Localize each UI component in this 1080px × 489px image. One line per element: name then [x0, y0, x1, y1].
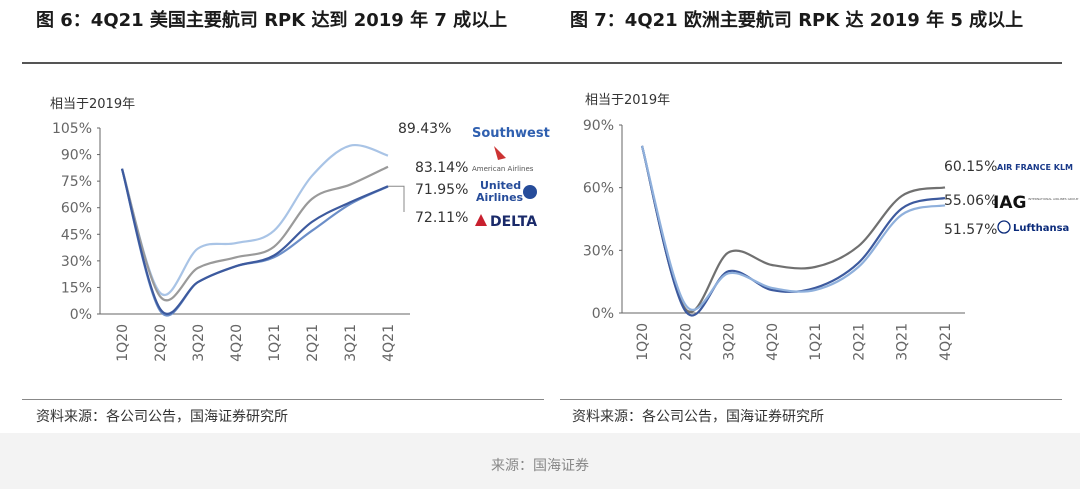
x-tick-label: 2Q20 — [678, 323, 694, 361]
footer-band — [0, 433, 1080, 489]
united-logo-line1: United — [480, 179, 521, 192]
end-value-label: 89.43% — [398, 121, 451, 137]
footer-source: 来源：国海证券 — [491, 458, 589, 474]
x-tick-label: 3Q21 — [343, 324, 359, 362]
series-line-delta — [120, 168, 389, 315]
y-tick-label: 60% — [583, 181, 614, 197]
x-tick-label: 1Q20 — [635, 323, 651, 361]
end-value-label: 51.57% — [944, 222, 997, 238]
iag-logo-subtitle: INTERNATIONAL AIRLINES GROUP — [1028, 197, 1079, 201]
x-tick-label: 2Q21 — [305, 324, 321, 362]
end-value-label: 60.15% — [944, 159, 997, 175]
american-airlines-icon — [494, 146, 506, 160]
y-axis-label-right: 相当于2019年 — [585, 93, 670, 108]
charts-canvas: 相当于2019年 0% 15% 30% 45% 60% 75% 90% 105% 1Q20 2Q… — [50, 93, 1079, 362]
x-tick-label: 3Q20 — [722, 323, 738, 361]
x-tick-label: 3Q21 — [895, 323, 911, 361]
x-tick-label: 1Q21 — [267, 324, 283, 362]
header-rule — [22, 62, 1062, 64]
label-leader-line — [388, 185, 405, 212]
source-rule-left — [22, 399, 544, 400]
source-right: 资料来源：各公司公告，国海证券研究所 — [572, 409, 824, 425]
eu-airlines-chart: 相当于2019年 0% 30% 60% 90% 1Q20 2Q20 3Q20 4Q20 1Q2… — [583, 93, 1079, 361]
x-tick-label: 4Q21 — [938, 323, 954, 361]
chart-title-right: 图 7：4Q21 欧洲主要航司 RPK 达 2019 年 5 成以上 — [570, 10, 1024, 31]
end-value-label: 55.06% — [944, 193, 997, 209]
x-tick-label: 3Q20 — [191, 324, 207, 362]
source-left: 资料来源：各公司公告，国海证券研究所 — [36, 409, 288, 425]
end-value-label: 72.11% — [415, 210, 468, 226]
y-tick-label: 75% — [61, 174, 92, 190]
series-line-air-france-klm — [640, 145, 946, 313]
x-tick-label: 2Q21 — [851, 323, 867, 361]
end-value-label: 71.95% — [415, 182, 468, 198]
x-tick-label: 1Q20 — [115, 324, 131, 362]
series-line-lufthansa — [640, 145, 946, 311]
american-airlines-logo: American Airlines — [472, 165, 534, 173]
delta-logo: DELTA — [490, 214, 537, 230]
delta-widget-icon — [475, 214, 487, 226]
air-france-klm-logo: AIR FRANCE KLM — [997, 163, 1073, 172]
x-tick-label: 4Q21 — [381, 324, 397, 362]
united-logo-line2: Airlines — [476, 191, 524, 204]
y-tick-label: 60% — [61, 201, 92, 217]
x-tick-label: 1Q21 — [808, 323, 824, 361]
y-axis-label-left: 相当于2019年 — [50, 97, 135, 112]
source-rule-right — [560, 399, 1062, 400]
us-airlines-chart: 相当于2019年 0% 15% 30% 45% 60% 75% 90% 105% 1Q20 2Q… — [50, 97, 550, 362]
united-globe-icon — [523, 185, 537, 199]
y-tick-label: 30% — [583, 243, 614, 259]
iag-logo: IAG — [993, 193, 1026, 213]
southwest-logo: Southwest — [472, 126, 550, 141]
y-tick-label: 15% — [61, 280, 92, 296]
x-tick-label: 2Q20 — [153, 324, 169, 362]
y-tick-label: 0% — [70, 307, 92, 323]
series-line-southwest — [120, 143, 389, 297]
x-tick-label: 4Q20 — [765, 323, 781, 361]
y-tick-label: 90% — [583, 118, 614, 134]
chart-title-left: 图 6：4Q21 美国主要航司 RPK 达到 2019 年 7 成以上 — [36, 10, 508, 31]
end-value-label: 83.14% — [415, 160, 468, 176]
series-line-american-airlines — [120, 165, 389, 302]
y-tick-label: 30% — [61, 254, 92, 270]
lufthansa-logo: Lufthansa — [1013, 223, 1069, 234]
lufthansa-crane-icon — [997, 220, 1011, 234]
series-line-iag — [640, 145, 946, 317]
x-tick-label: 4Q20 — [229, 324, 245, 362]
y-tick-label: 45% — [61, 227, 92, 243]
y-tick-label: 90% — [61, 148, 92, 164]
y-tick-label: 0% — [592, 306, 614, 322]
y-tick-label: 105% — [52, 121, 92, 137]
